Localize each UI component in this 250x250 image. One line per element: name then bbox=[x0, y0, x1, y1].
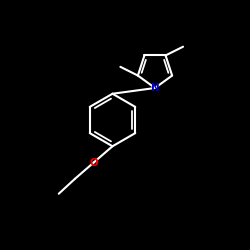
Text: N: N bbox=[150, 83, 160, 93]
Text: O: O bbox=[90, 158, 98, 168]
